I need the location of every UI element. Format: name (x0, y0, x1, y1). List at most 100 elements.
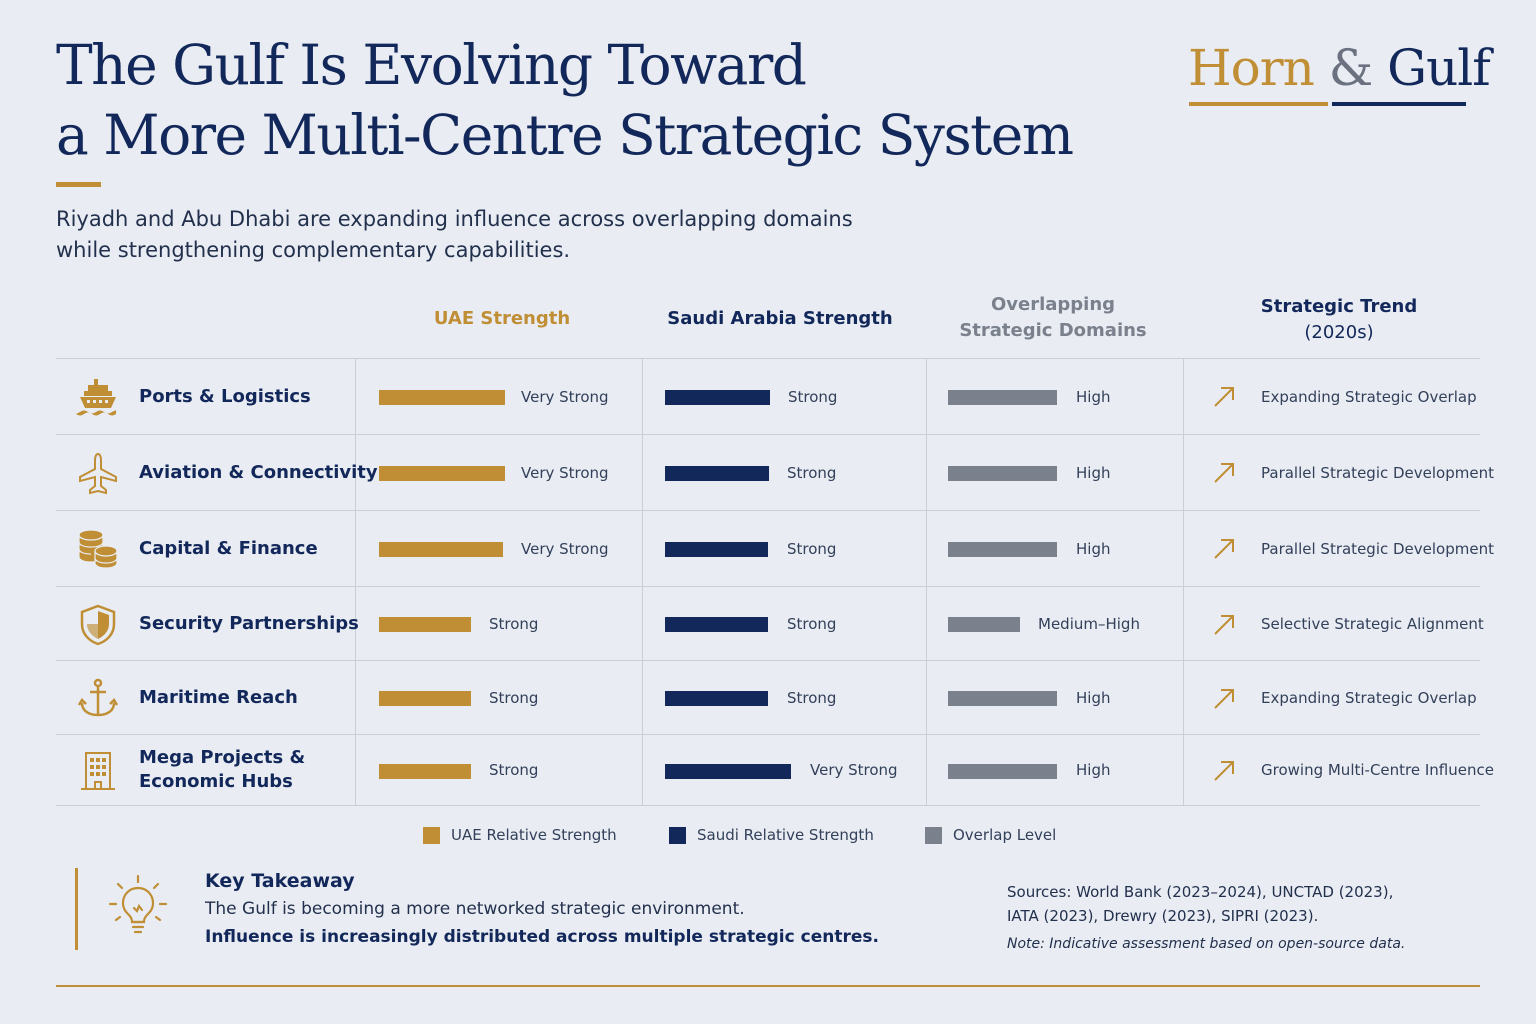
saudi-strength-value: Strong (787, 539, 837, 558)
domain-label: Maritime Reach (139, 686, 298, 708)
column-header-trend: Strategic Trend (2020s) (1210, 294, 1468, 346)
saudi-strength-bar (665, 390, 770, 405)
subtitle-line-2: while strengthening complementary capabi… (56, 238, 571, 262)
overlap-bar (948, 542, 1057, 557)
uae-strength-value: Strong (489, 761, 539, 779)
saudi-strength-value: Strong (787, 688, 837, 707)
brand-gulf: Gulf (1387, 39, 1491, 97)
source-note: Note: Indicative assessment based on ope… (1007, 936, 1406, 952)
shield-icon (76, 603, 120, 647)
page-title: The Gulf Is Evolving Toward a More Multi… (56, 30, 1074, 170)
arrow-up-right-icon (1212, 537, 1236, 561)
sources: Sources: World Bank (2023–2024), UNCTAD … (1007, 880, 1447, 928)
saudi-strength-value: Strong (787, 463, 837, 482)
table-row: Mega Projects & Economic Hubs Strong Ver… (56, 734, 1494, 806)
legend-item-uae: UAE Relative Strength (423, 826, 617, 844)
uae-strength-bar (379, 542, 503, 557)
column-divider (355, 358, 356, 806)
saudi-strength-value: Strong (788, 387, 838, 406)
saudi-strength-value: Very Strong (810, 761, 898, 779)
trend-label: Parallel Strategic Development (1261, 463, 1494, 482)
uae-strength-bar (379, 691, 471, 706)
subtitle: Riyadh and Abu Dhabi are expanding influ… (56, 204, 956, 266)
takeaway-accent-bar (75, 868, 78, 950)
uae-strength-value: Strong (489, 688, 539, 707)
saudi-strength-value: Strong (787, 614, 837, 633)
brand-logo: Horn & Gulf (1188, 36, 1491, 100)
legend-item-saudi: Saudi Relative Strength (669, 826, 874, 844)
uae-strength-bar (379, 466, 505, 481)
trend-label: Growing Multi-Centre Influence (1261, 761, 1494, 779)
domain-label: Security Partnerships (139, 612, 359, 634)
uae-strength-value: Very Strong (521, 539, 609, 558)
overlap-value: High (1076, 463, 1111, 482)
domain-label-line-2: Economic Hubs (139, 771, 293, 792)
overlap-value: High (1076, 387, 1111, 406)
sources-line-1: Sources: World Bank (2023–2024), UNCTAD … (1007, 883, 1394, 901)
title-line-2: a More Multi-Centre Strategic System (56, 103, 1074, 167)
saudi-strength-bar (665, 764, 791, 779)
lightbulb-icon (104, 872, 172, 940)
uae-strength-value: Very Strong (521, 463, 609, 482)
saudi-strength-bar (665, 691, 768, 706)
table-row: Maritime Reach Strong Strong High Expand… (56, 660, 1480, 734)
legend-item-overlap: Overlap Level (925, 826, 1056, 844)
trend-label: Expanding Strategic Overlap (1261, 387, 1477, 406)
title-line-1: The Gulf Is Evolving Toward (56, 33, 807, 97)
overlap-bar (948, 466, 1057, 481)
table-row: Ports & Logistics Very Strong Strong Hig… (56, 358, 1480, 434)
column-divider (642, 358, 643, 806)
legend-label-overlap: Overlap Level (953, 826, 1057, 844)
domain-label: Capital & Finance (139, 537, 318, 559)
ship-icon (76, 375, 120, 419)
saudi-strength-bar (665, 466, 769, 481)
column-header-trend-line-2: (2020s) (1304, 322, 1374, 343)
column-header-uae: UAE Strength (433, 308, 571, 329)
trend-label: Selective Strategic Alignment (1261, 614, 1484, 633)
arrow-up-right-icon (1212, 613, 1236, 637)
title-accent-rule (56, 182, 101, 187)
uae-strength-bar (379, 390, 505, 405)
legend-swatch-overlap (925, 826, 942, 844)
anchor-icon (76, 677, 120, 721)
uae-strength-bar (379, 617, 471, 632)
overlap-value: High (1076, 688, 1111, 707)
legend-label-uae: UAE Relative Strength (451, 826, 617, 844)
brand-ampersand: & (1328, 39, 1374, 97)
takeaway-title: Key Takeaway (205, 870, 355, 892)
brand-rule-navy (1332, 102, 1466, 106)
column-divider (926, 358, 927, 806)
brand-rule-gold (1189, 102, 1328, 106)
trend-label: Parallel Strategic Development (1261, 539, 1494, 558)
overlap-bar (948, 617, 1020, 632)
arrow-up-right-icon (1212, 759, 1236, 783)
domain-label: Ports & Logistics (139, 385, 311, 407)
overlap-bar (948, 390, 1057, 405)
sources-line-2: IATA (2023), Drewry (2023), SIPRI (2023)… (1007, 907, 1319, 925)
arrow-up-right-icon (1212, 461, 1236, 485)
column-header-saudi: Saudi Arabia Strength (667, 308, 893, 329)
overlap-value: High (1076, 539, 1111, 558)
takeaway-line-2: Influence is increasingly distributed ac… (205, 927, 879, 947)
uae-strength-bar (379, 764, 471, 779)
arrow-up-right-icon (1212, 385, 1236, 409)
legend-swatch-uae (423, 826, 440, 844)
arrow-up-right-icon (1212, 687, 1236, 711)
overlap-value: High (1076, 761, 1111, 779)
uae-strength-value: Strong (489, 614, 539, 633)
overlap-bar (948, 764, 1057, 779)
brand-horn: Horn (1188, 39, 1315, 97)
overlap-bar (948, 691, 1057, 706)
table-row: Security Partnerships Strong Strong Medi… (56, 586, 1484, 660)
column-header-trend-line-1: Strategic Trend (1260, 296, 1418, 317)
coins-icon (76, 527, 120, 571)
legend-swatch-saudi (669, 826, 686, 844)
column-header-overlap: Overlapping Strategic Domains (940, 292, 1166, 344)
trend-label: Expanding Strategic Overlap (1261, 688, 1477, 707)
strength-table: Ports & Logistics Very Strong Strong Hig… (56, 358, 1494, 806)
subtitle-line-1: Riyadh and Abu Dhabi are expanding influ… (56, 207, 853, 231)
domain-label-line-1: Mega Projects & (139, 747, 306, 768)
domain-label: Mega Projects & Economic Hubs (139, 735, 305, 805)
column-header-overlap-line-1: Overlapping (990, 294, 1116, 315)
table-row: Aviation & Connectivity Very Strong Stro… (56, 434, 1494, 510)
